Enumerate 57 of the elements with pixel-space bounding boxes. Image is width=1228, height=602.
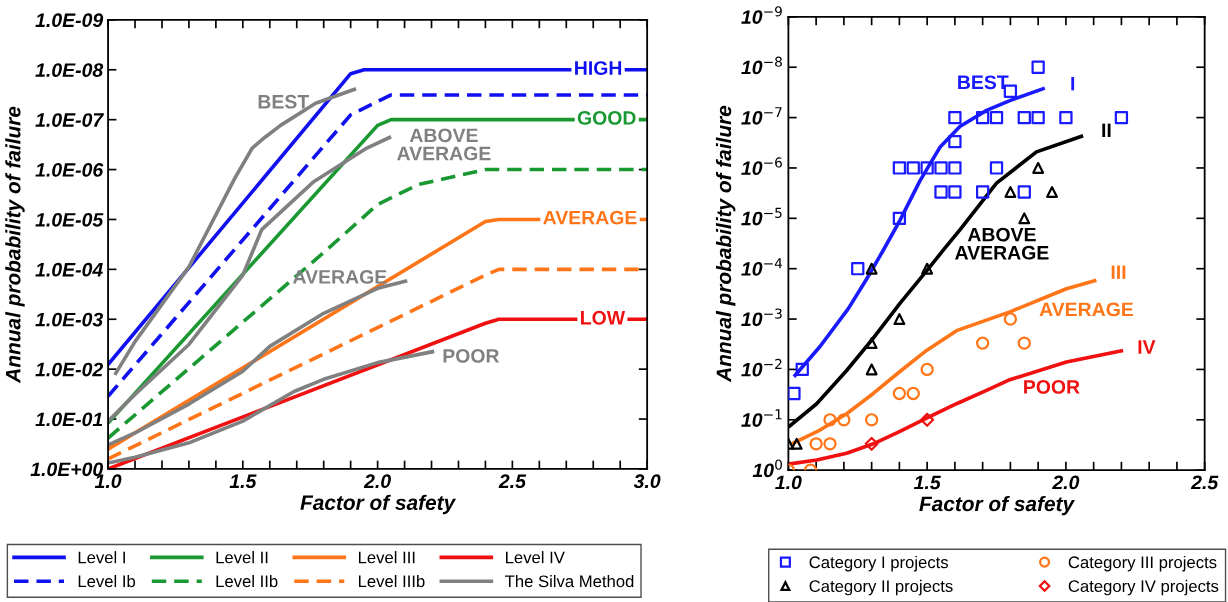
legend-label: Level II bbox=[216, 551, 268, 564]
y-axis-title: Annual probability of failure bbox=[5, 106, 25, 384]
y-tick-label: 10$^{−8}$ bbox=[741, 56, 782, 75]
annotation: HIGH bbox=[575, 61, 622, 75]
y-tick-label: 1.0E-03 bbox=[35, 312, 103, 327]
y-tick-label: 10$^{−3}$ bbox=[741, 308, 782, 327]
legend-label: Level IIIb bbox=[358, 574, 425, 588]
x-axis-title: Factor of safety bbox=[919, 495, 1075, 516]
y-tick-label: 1.0E-06 bbox=[35, 163, 104, 177]
y-tick-label: 1.0E-05 bbox=[35, 212, 104, 227]
annotation: II bbox=[1102, 123, 1111, 138]
annotation: POOR bbox=[443, 349, 500, 363]
y-tick-label: 1.0E-01 bbox=[35, 412, 103, 427]
x-tick-label: 1.5 bbox=[913, 475, 941, 490]
annotation: AVERAGE bbox=[292, 269, 387, 284]
legend-label: The Silva Method bbox=[505, 574, 634, 588]
y-tick-label: 1.0E-02 bbox=[35, 362, 104, 377]
legend-label: Category I projects bbox=[809, 555, 948, 572]
annotation: LOW bbox=[581, 310, 626, 325]
annotation: AVERAGE bbox=[543, 210, 637, 225]
annotation: ABOVE AVERAGE bbox=[397, 128, 491, 161]
y-tick-label: 1.0E-04 bbox=[35, 262, 103, 277]
legend-label: Level I bbox=[78, 551, 125, 564]
y-axis-title: Annual probability of failure bbox=[715, 105, 736, 383]
x-tick-label: 3.0 bbox=[633, 474, 661, 489]
annotation: POOR bbox=[1024, 380, 1080, 394]
legend-label: Category II projects bbox=[809, 579, 953, 596]
y-tick-label: 10$^{−4}$ bbox=[741, 258, 783, 276]
x-tick-label: 2.0 bbox=[363, 474, 391, 489]
x-tick-label: 2.0 bbox=[1052, 475, 1080, 490]
annotation: AVERAGE bbox=[1039, 302, 1134, 317]
x-tick-label: 1.5 bbox=[229, 474, 257, 489]
y-tick-label: 10$^{−5}$ bbox=[741, 207, 782, 226]
y-tick-label: 10$^{−2}$ bbox=[741, 358, 782, 377]
y-tick-label: 1.0E-07 bbox=[35, 113, 104, 127]
x-tick-label: 2.5 bbox=[1190, 475, 1219, 490]
y-tick-label: 1.0E-09 bbox=[35, 13, 104, 28]
y-tick-label: 1.0E-08 bbox=[35, 63, 104, 77]
annotation: GOOD bbox=[577, 111, 636, 125]
legend-label: Level Ib bbox=[78, 574, 136, 588]
annotation: BEST bbox=[258, 94, 309, 109]
legend-label: Category III projects bbox=[1068, 555, 1217, 572]
legend-label: Category IV projects bbox=[1068, 579, 1219, 596]
annotation: IV bbox=[1138, 340, 1156, 354]
y-tick-label: 10$^{−7}$ bbox=[741, 107, 782, 125]
y-tick-label: 10$^{−1}$ bbox=[741, 409, 782, 427]
legend-label: Level IV bbox=[506, 551, 565, 564]
annotation: III bbox=[1111, 265, 1126, 279]
legend-label: Level III bbox=[358, 551, 415, 564]
x-tick-label: 2.5 bbox=[498, 474, 527, 489]
y-tick-label: 10$^{−6}$ bbox=[741, 157, 782, 176]
y-tick-label: 10$^{−9}$ bbox=[741, 6, 782, 24]
x-axis-title: Factor of safety bbox=[300, 494, 457, 515]
annotation: ABOVE AVERAGE bbox=[955, 227, 1049, 260]
legend-label: Level IIb bbox=[216, 574, 278, 588]
annotation: I bbox=[1071, 76, 1075, 91]
annotation: BEST bbox=[958, 75, 1009, 90]
